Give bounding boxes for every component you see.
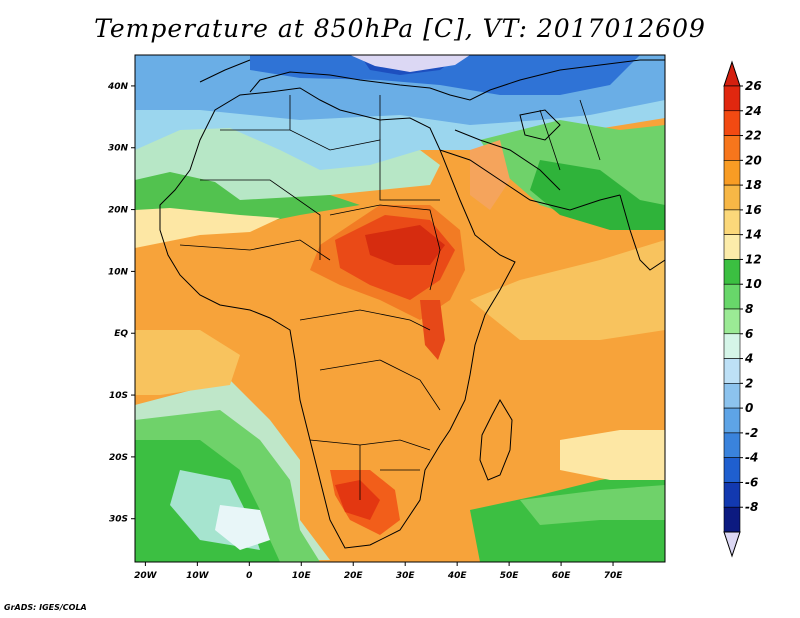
colorbar-label: -2 — [745, 426, 758, 440]
colorbar-under-arrow — [723, 531, 741, 558]
colorbar-swatch — [723, 308, 741, 335]
y-axis: 40N 30N 20N 10N EQ 10S 20S 30S — [107, 82, 135, 525]
colorbar-swatch — [723, 432, 741, 458]
colorbar-label: -8 — [745, 500, 758, 514]
colorbar-label: -6 — [745, 475, 758, 489]
y-tick-label: 10S — [109, 391, 128, 401]
colorbar-swatch — [723, 184, 741, 211]
colorbar-swatch — [723, 259, 741, 285]
colorbar-swatch — [723, 383, 741, 409]
colorbar-label: 20 — [745, 153, 762, 167]
x-tick-label: 10W — [186, 571, 210, 581]
colorbar-label: 26 — [745, 79, 762, 93]
colorbar-swatch — [723, 482, 741, 508]
x-tick-label: 20W — [134, 571, 158, 581]
colorbar-swatch — [723, 110, 741, 136]
footer-credit: GrADS: IGES/COLA — [4, 603, 87, 612]
x-tick-label: 50E — [500, 571, 520, 581]
x-tick-label: 10E — [292, 571, 312, 581]
colorbar-swatch — [723, 209, 741, 235]
colorbar-swatch — [723, 333, 741, 359]
x-tick-label: 60E — [552, 571, 572, 581]
colorbar-label: 16 — [745, 203, 762, 217]
colorbar-swatch — [723, 358, 741, 384]
colorbar-swatch — [723, 85, 741, 112]
country-borders — [179, 95, 601, 500]
colorbar-label: 14 — [745, 228, 762, 242]
colorbar-swatch — [723, 407, 741, 434]
y-tick-label: EQ — [114, 329, 128, 339]
colorbar-label: 22 — [745, 129, 762, 143]
colorbar-swatch — [723, 283, 741, 310]
y-tick-label: 30N — [108, 144, 129, 154]
x-tick-label: 30E — [396, 571, 416, 581]
x-tick-label: 40E — [447, 571, 468, 581]
colorbar-label: 18 — [745, 178, 762, 192]
chart-title: Temperature at 850hPa [C], VT: 201701260… — [94, 14, 706, 43]
colorbar-label: 2 — [745, 376, 753, 390]
x-tick-label: 70E — [604, 571, 624, 581]
colorbar-label: 0 — [745, 401, 753, 415]
x-tick-label: 20E — [344, 571, 364, 581]
colorbar-swatch — [723, 160, 741, 186]
colorbar-label: 10 — [745, 277, 762, 291]
plot-frame — [134, 54, 666, 563]
colorbar-label: 8 — [745, 302, 753, 316]
y-tick-label: 30S — [109, 515, 128, 525]
colorbar-swatch — [723, 135, 741, 161]
y-tick-label: 40N — [107, 82, 129, 92]
colorbar-label: 4 — [744, 352, 753, 366]
coastline-outlines — [159, 59, 665, 549]
colorbar-swatch — [723, 506, 741, 533]
y-tick-label: 10N — [108, 267, 129, 277]
colorbar-label: -4 — [745, 451, 758, 465]
colorbar-swatch — [723, 234, 741, 260]
y-tick-label: 20S — [109, 453, 128, 463]
x-tick-label: 0 — [246, 571, 252, 581]
temperature-field — [135, 55, 665, 562]
colorbar-label: 24 — [745, 104, 762, 118]
colorbar-label: 12 — [745, 252, 762, 266]
colorbar-label: 6 — [745, 327, 753, 341]
colorbar-swatch — [723, 457, 741, 483]
colorbar-over-arrow — [723, 60, 741, 87]
y-tick-label: 20N — [108, 206, 129, 216]
x-axis: 20W 10W 0 10E 20E 30E 40E 50E 60E 70E — [134, 562, 623, 581]
